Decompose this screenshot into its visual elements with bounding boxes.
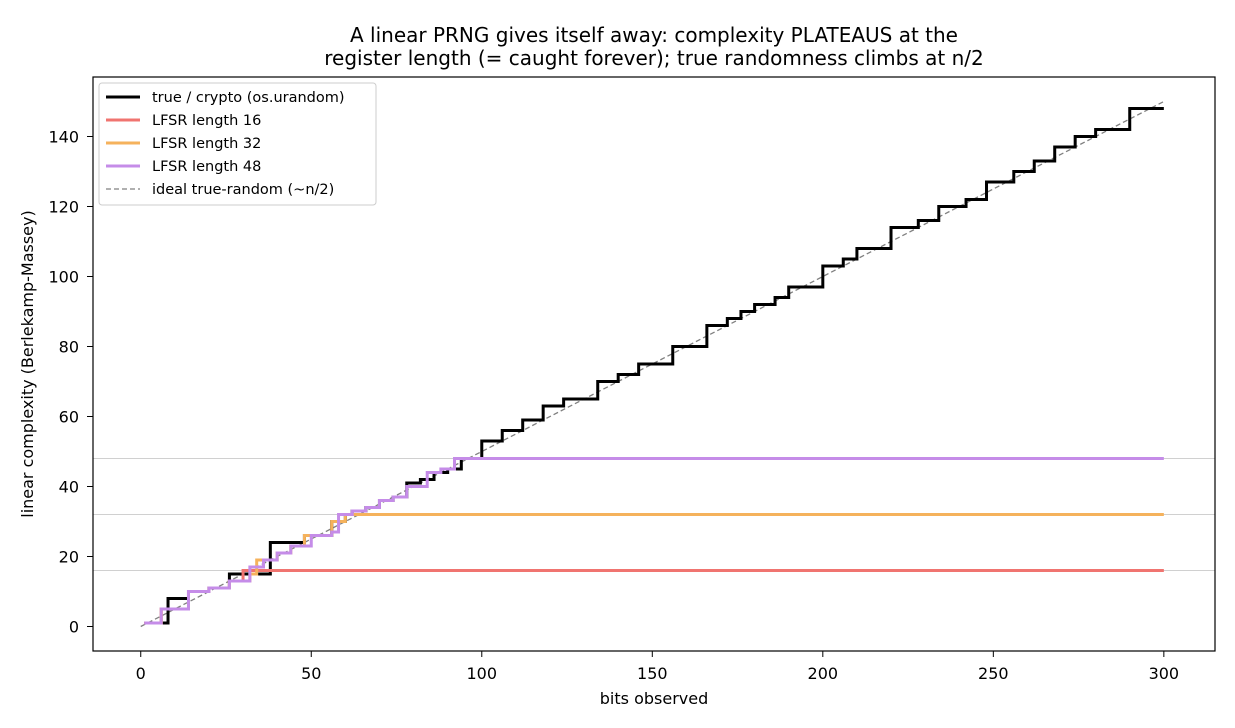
legend-label-lfsr-32: LFSR length 32 — [152, 136, 261, 152]
y-tick-label: 80 — [59, 338, 79, 357]
y-tick-label: 120 — [48, 198, 79, 217]
y-tick-label: 20 — [59, 548, 79, 567]
legend-label-lfsr-48: LFSR length 48 — [152, 159, 261, 175]
x-tick-label: 250 — [978, 664, 1009, 683]
series-lines — [140, 100, 1165, 628]
legend-label-lfsr-16: LFSR length 16 — [152, 113, 261, 129]
chart-title-line-1: A linear PRNG gives itself away: complex… — [350, 23, 958, 47]
series-lfsr-48 — [144, 457, 1164, 625]
x-tick-label: 100 — [467, 664, 498, 683]
y-axis-label: linear complexity (Berlekamp-Massey) — [18, 210, 37, 518]
legend-frame — [98, 82, 377, 206]
x-tick-label: 50 — [301, 664, 321, 683]
y-tick-label: 60 — [59, 408, 79, 427]
x-axis-label: bits observed — [600, 689, 708, 708]
x-tick-label: 150 — [637, 664, 668, 683]
y-tick-label: 40 — [59, 478, 79, 497]
legend: true / crypto (os.urandom) LFSR length 1… — [98, 82, 377, 206]
legend-label-ideal: ideal true-random (~n/2) — [152, 182, 334, 198]
y-tick-label: 100 — [48, 268, 79, 287]
x-tick-label: 0 — [136, 664, 146, 683]
y-axis: 0 20 40 60 80 100 120 140 — [48, 128, 93, 637]
y-tick-label: 140 — [48, 128, 79, 147]
plot-frame — [92, 76, 1216, 652]
legend-label-true-crypto: true / crypto (os.urandom) — [152, 90, 345, 106]
chart-title-line-2: register length (= caught forever); true… — [324, 46, 983, 70]
y-tick-label: 0 — [69, 618, 79, 637]
x-tick-label: 200 — [808, 664, 839, 683]
x-axis: 0 50 100 150 200 250 300 — [136, 651, 1179, 683]
x-tick-label: 300 — [1149, 664, 1180, 683]
